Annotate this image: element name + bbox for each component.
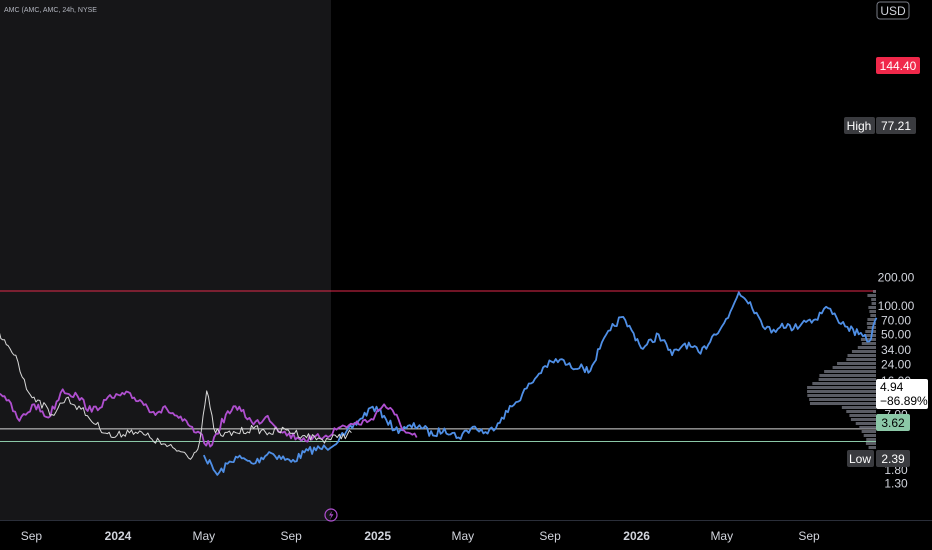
- symbol-title: AMC (AMC, AMC, 24h, NYSE: [4, 7, 97, 14]
- volume-bar: [824, 370, 876, 373]
- low-value: 2.39: [881, 452, 905, 466]
- volume-profile: [807, 290, 876, 449]
- volume-bar: [865, 330, 876, 333]
- green-level-value: 3.62: [881, 416, 905, 430]
- time-tick-label: 2024: [105, 529, 132, 543]
- high-badge: High 77.21: [844, 117, 916, 134]
- volume-bar: [818, 378, 876, 381]
- time-tick-label: 2026: [623, 529, 650, 543]
- volume-bar: [861, 430, 876, 433]
- volume-bar: [807, 394, 876, 397]
- volume-bar: [849, 414, 876, 417]
- time-tick-label: Sep: [21, 529, 43, 543]
- volume-bar: [809, 402, 876, 405]
- currency-badge[interactable]: [876, 1, 910, 20]
- volume-bar: [871, 302, 876, 305]
- volume-bar: [809, 398, 876, 401]
- volume-bar: [819, 374, 876, 377]
- volume-bar: [861, 342, 876, 345]
- currency-label: USD: [880, 4, 906, 18]
- volume-bar: [868, 446, 876, 449]
- volume-bar: [851, 350, 876, 353]
- volume-bar: [865, 442, 876, 445]
- time-tick-label: May: [193, 529, 216, 543]
- price-tick-label: 24.00: [881, 357, 911, 371]
- volume-bar: [807, 390, 876, 393]
- time-tick-label: May: [451, 529, 474, 543]
- green-level-badge: 3.62: [876, 414, 910, 431]
- high-label: High: [847, 119, 872, 133]
- volume-bar: [867, 294, 876, 297]
- volume-bar: [850, 418, 876, 421]
- price-tick-label: 200.00: [878, 271, 915, 285]
- high-value: 77.21: [881, 119, 911, 133]
- volume-bar: [847, 354, 876, 357]
- volume-bar: [846, 410, 876, 413]
- volume-bar: [872, 290, 876, 293]
- volume-bar: [846, 358, 876, 361]
- volume-bar: [867, 326, 876, 329]
- series-line-0: [202, 291, 878, 476]
- price-tick-label: 1.30: [884, 476, 908, 490]
- price-tick-label: 70.00: [881, 314, 911, 328]
- series-line-2: [0, 332, 352, 460]
- volume-bar: [812, 382, 876, 385]
- price-tick-label: 100.00: [878, 299, 915, 313]
- time-axis: Sep 2024 May Sep 2025 May Sep 2026 May Sep: [21, 529, 820, 543]
- volume-bar: [868, 306, 876, 309]
- volume-bar: [867, 318, 876, 321]
- volume-bar: [832, 366, 876, 369]
- time-tick-label: Sep: [539, 529, 561, 543]
- volume-bar: [863, 434, 876, 437]
- volume-bar: [864, 334, 876, 337]
- volume-bar: [870, 314, 876, 317]
- low-badge: Low 2.39: [847, 450, 910, 467]
- volume-bar: [869, 310, 876, 313]
- price-tick-label: 50.00: [881, 327, 911, 341]
- current-price-change: −86.89%: [880, 394, 928, 408]
- price-tick-label: 34.00: [881, 343, 911, 357]
- volume-bar: [859, 426, 876, 429]
- current-price-value: 4.94: [880, 380, 904, 394]
- series-line-1: [0, 388, 418, 448]
- current-price-badge: 4.94 −86.89%: [876, 379, 928, 409]
- time-tick-label: Sep: [798, 529, 820, 543]
- volume-bar: [841, 406, 876, 409]
- history-shade-region: [0, 0, 331, 520]
- volume-bar: [866, 438, 876, 441]
- volume-bar: [855, 422, 876, 425]
- volume-bar: [837, 362, 876, 365]
- volume-bar: [871, 298, 876, 301]
- volume-bar: [857, 346, 876, 349]
- tradingview-lightning-icon[interactable]: [324, 508, 338, 522]
- red-level-badge: 144.40: [876, 57, 920, 74]
- red-level-value: 144.40: [880, 59, 917, 73]
- time-tick-label: 2025: [364, 529, 391, 543]
- time-tick-label: Sep: [280, 529, 302, 543]
- time-tick-label: May: [710, 529, 733, 543]
- volume-bar: [860, 338, 876, 341]
- volume-bar: [866, 322, 876, 325]
- volume-bar: [807, 386, 876, 389]
- low-label: Low: [849, 452, 871, 466]
- price-series: [0, 291, 878, 476]
